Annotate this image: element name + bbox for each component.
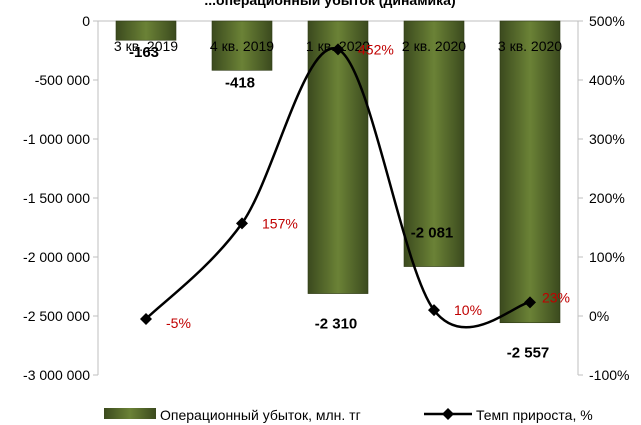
right-tick-label: 100% [589, 249, 625, 265]
legend-bar-label: Операционный убыток, млн. тг [160, 407, 361, 423]
growth-marker [332, 43, 344, 56]
right-tick-label: 400% [589, 72, 625, 88]
growth-label: 157% [262, 215, 298, 231]
category-labels: 3 кв. 2019 4 кв. 2019 1 кв. 2020 2 кв. 2020… [114, 38, 562, 54]
bar-value-label: -2 557 [507, 345, 550, 362]
axes: 0 -500 000 -1 000 000 -1 500 000 -2 000 000 -… [23, 13, 629, 383]
bar-value-label: -163 [129, 44, 159, 61]
growth-marker [140, 312, 152, 325]
growth-label: -5% [166, 315, 191, 331]
right-tick-label: 0% [589, 308, 609, 324]
left-tick-label: -2 500 000 [23, 308, 90, 324]
growth-label: 452% [358, 41, 394, 57]
legend-bar-swatch [104, 408, 156, 419]
bars [115, 20, 561, 324]
growth-marker [524, 296, 536, 309]
bar [307, 20, 369, 294]
category-label: 2 кв. 2020 [402, 38, 466, 54]
left-tick-label: -2 000 000 [23, 249, 90, 265]
left-tick-label: -500 000 [35, 72, 90, 88]
category-label: 3 кв. 2020 [498, 38, 562, 54]
category-label: 4 кв. 2019 [210, 38, 274, 54]
growth-marker [236, 217, 248, 230]
left-tick-label: -1 000 000 [23, 131, 90, 147]
legend-line-marker [442, 408, 454, 420]
chart-title: ...операционный убыток (динамика) [204, 0, 455, 8]
right-tick-label: -100% [589, 367, 629, 383]
right-tick-label: 500% [589, 13, 625, 29]
bar [115, 20, 177, 41]
growth-line [140, 43, 536, 329]
left-tick-label: 0 [82, 13, 90, 29]
bar-value-label: -2 310 [315, 316, 358, 333]
growth-marker [428, 304, 440, 317]
right-tick-label: 200% [589, 190, 625, 206]
category-label: 3 кв. 2019 [114, 38, 178, 54]
legend: Операционный убыток, млн. тг Темп прирос… [104, 407, 593, 423]
bar-value-label: -2 081 [411, 225, 454, 242]
left-tick-label: -1 500 000 [23, 190, 90, 206]
bar [499, 20, 561, 324]
bar [211, 20, 273, 71]
bar-value-labels: -163 -418 -2 310 -2 081 -2 557 [129, 44, 549, 361]
bar-value-label: -418 [225, 74, 255, 91]
legend-line-label: Темп прироста, % [476, 407, 593, 423]
left-tick-label: -3 000 000 [23, 367, 90, 383]
growth-labels: -5% 157% 452% 10% 23% [166, 41, 570, 331]
right-tick-label: 300% [589, 131, 625, 147]
growth-label: 10% [454, 302, 482, 318]
growth-label: 23% [542, 289, 570, 305]
bar [403, 20, 465, 267]
